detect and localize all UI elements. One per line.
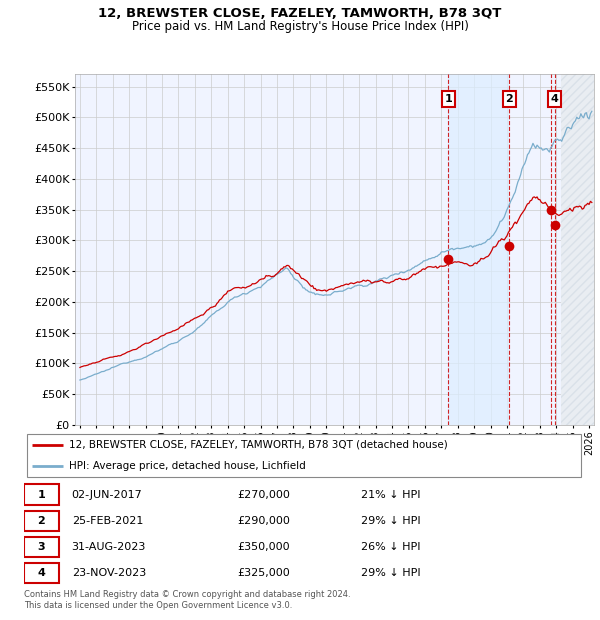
- Text: 1: 1: [444, 94, 452, 104]
- FancyBboxPatch shape: [24, 562, 59, 583]
- FancyBboxPatch shape: [24, 536, 59, 557]
- Text: 12, BREWSTER CLOSE, FAZELEY, TAMWORTH, B78 3QT: 12, BREWSTER CLOSE, FAZELEY, TAMWORTH, B…: [98, 7, 502, 20]
- Text: 02-JUN-2017: 02-JUN-2017: [71, 490, 142, 500]
- Text: 25-FEB-2021: 25-FEB-2021: [71, 516, 143, 526]
- Text: Price paid vs. HM Land Registry's House Price Index (HPI): Price paid vs. HM Land Registry's House …: [131, 20, 469, 33]
- Text: 21% ↓ HPI: 21% ↓ HPI: [361, 490, 420, 500]
- FancyBboxPatch shape: [27, 434, 581, 477]
- Text: 29% ↓ HPI: 29% ↓ HPI: [361, 568, 420, 578]
- Text: This data is licensed under the Open Government Licence v3.0.: This data is licensed under the Open Gov…: [24, 601, 292, 611]
- Text: 1: 1: [38, 490, 45, 500]
- Text: HPI: Average price, detached house, Lichfield: HPI: Average price, detached house, Lich…: [69, 461, 305, 471]
- FancyBboxPatch shape: [24, 510, 59, 531]
- Text: 4: 4: [37, 568, 46, 578]
- Text: £270,000: £270,000: [237, 490, 290, 500]
- Bar: [448, 74, 509, 425]
- Text: 4: 4: [551, 94, 559, 104]
- Text: 2: 2: [506, 94, 513, 104]
- Text: £350,000: £350,000: [237, 542, 290, 552]
- Bar: [561, 74, 594, 425]
- Text: £290,000: £290,000: [237, 516, 290, 526]
- Text: 31-AUG-2023: 31-AUG-2023: [71, 542, 146, 552]
- Text: 26% ↓ HPI: 26% ↓ HPI: [361, 542, 420, 552]
- Text: 12, BREWSTER CLOSE, FAZELEY, TAMWORTH, B78 3QT (detached house): 12, BREWSTER CLOSE, FAZELEY, TAMWORTH, B…: [69, 440, 448, 450]
- FancyBboxPatch shape: [24, 484, 59, 505]
- Text: 2: 2: [38, 516, 45, 526]
- Text: 23-NOV-2023: 23-NOV-2023: [71, 568, 146, 578]
- Text: 29% ↓ HPI: 29% ↓ HPI: [361, 516, 420, 526]
- Text: Contains HM Land Registry data © Crown copyright and database right 2024.: Contains HM Land Registry data © Crown c…: [24, 590, 350, 600]
- Bar: [561, 74, 594, 425]
- Text: £325,000: £325,000: [237, 568, 290, 578]
- Text: 3: 3: [38, 542, 45, 552]
